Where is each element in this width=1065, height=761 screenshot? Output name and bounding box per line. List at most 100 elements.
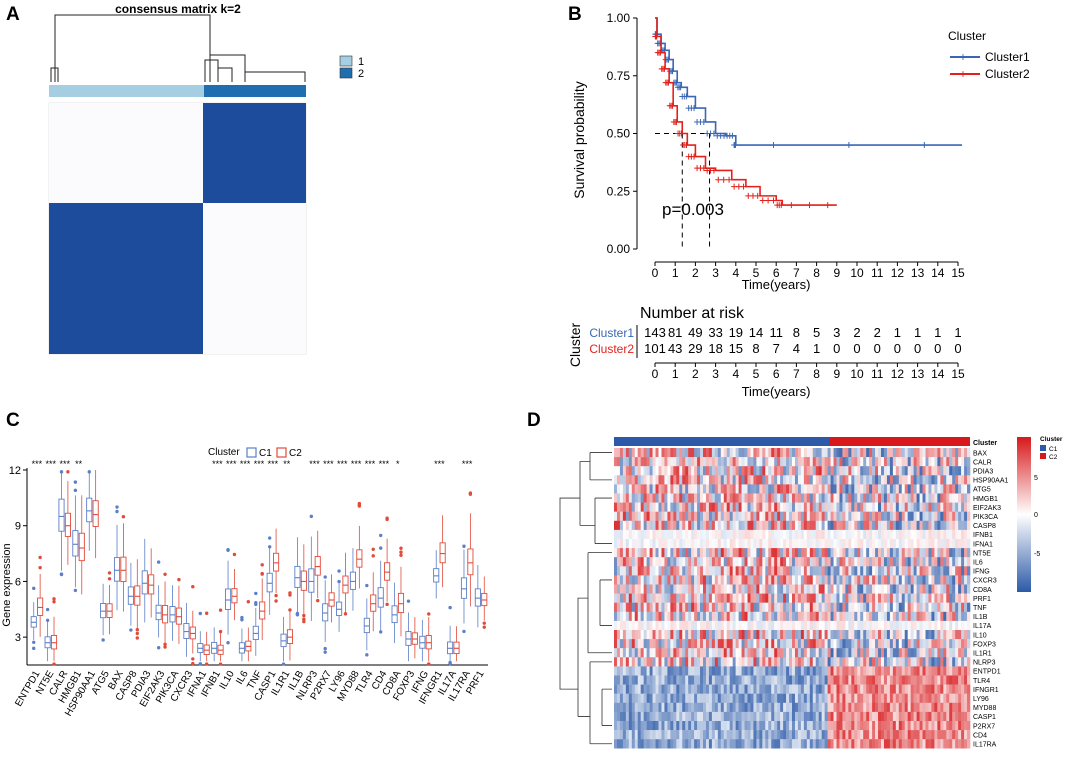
heatmap-cell	[904, 602, 908, 612]
heatmap-cell	[744, 702, 748, 713]
box-c2	[467, 548, 474, 576]
heatmap-cell	[797, 693, 802, 703]
heatmap-cell	[789, 620, 793, 631]
heatmap-cell	[940, 620, 944, 631]
heatmap-cell	[833, 593, 837, 603]
heatmap-cell	[667, 711, 671, 722]
heatmap-cell	[901, 657, 906, 667]
heatmap-cell	[940, 684, 944, 694]
heatmap-cell	[777, 593, 781, 603]
heatmap-cell	[955, 611, 959, 622]
heatmap-cell	[863, 520, 867, 531]
heatmap-cell	[934, 511, 938, 521]
heatmap-cell	[685, 630, 689, 640]
heatmap-cell	[673, 693, 677, 703]
heatmap-cell	[883, 611, 888, 622]
heatmap-cell	[747, 693, 751, 703]
heatmap-cell	[682, 693, 686, 703]
heatmap-cell	[682, 711, 686, 722]
heatmap-cell	[622, 684, 627, 694]
box-outlier-c1	[45, 618, 50, 623]
heatmap-cell	[729, 711, 733, 722]
heatmap-cell	[833, 693, 837, 703]
heatmap-cell	[738, 511, 742, 521]
heatmap-cell	[881, 611, 885, 622]
heatmap-cell	[913, 739, 917, 749]
heatmap-cell	[949, 684, 953, 694]
heatmap-cell	[916, 611, 920, 622]
heatmap-cell	[833, 620, 837, 631]
heatmap-cell	[777, 711, 781, 722]
heatmap-cell	[886, 457, 891, 467]
heatmap-cell	[726, 702, 730, 713]
heatmap-cell	[922, 593, 926, 603]
heatmap-cell	[901, 502, 906, 512]
heatmap-cell	[643, 620, 647, 631]
heatmap-cell	[682, 657, 686, 667]
heatmap-cell	[700, 548, 704, 558]
heatmap-cell	[812, 648, 817, 658]
heatmap-cell	[812, 693, 817, 703]
heatmap-cell	[703, 457, 707, 467]
heatmap-cell	[652, 475, 656, 485]
heatmap-cell	[949, 484, 953, 494]
heatmap-cell	[756, 657, 760, 667]
heatmap-cell	[794, 684, 799, 694]
heatmap-cell	[676, 666, 680, 676]
risk-cell: 43	[668, 341, 682, 356]
box-y-label: Gene expression	[1, 543, 13, 626]
heatmap-cell	[836, 711, 840, 722]
heatmap-cell	[759, 584, 763, 594]
heatmap-cell	[872, 657, 876, 667]
heatmap-cell	[881, 739, 885, 749]
heatmap-cell	[892, 730, 897, 740]
heatmap-cell	[851, 475, 855, 485]
heatmap-cell	[955, 639, 959, 649]
heatmap-cell	[735, 457, 739, 467]
heatmap-cell	[622, 529, 627, 540]
heatmap-cell	[628, 693, 633, 703]
heatmap-cell	[818, 593, 822, 603]
heatmap-cell	[658, 539, 662, 549]
km-curves	[652, 17, 963, 249]
heatmap-cell	[928, 684, 932, 694]
heatmap-cell	[762, 493, 766, 503]
heatmap-cell	[889, 693, 894, 703]
heatmap-cell	[922, 566, 926, 576]
heatmap-cell	[851, 666, 855, 676]
heatmap-cell	[794, 675, 799, 685]
heatmap-cell	[664, 511, 668, 521]
heatmap-cell	[806, 602, 811, 612]
heatmap-cell	[670, 584, 674, 594]
heatmap-cell	[717, 548, 722, 558]
heatmap-cell	[866, 648, 870, 658]
heatmap-cell	[967, 557, 971, 567]
heatmap-cell	[806, 684, 811, 694]
heatmap-cell	[789, 557, 793, 567]
heatmap-cell	[765, 511, 769, 521]
heatmap-cell	[878, 502, 882, 512]
heatmap-cell	[759, 575, 763, 585]
heatmap-cell	[836, 693, 840, 703]
heatmap-cell	[744, 675, 748, 685]
heatmap-cell	[783, 457, 787, 467]
heatmap-cell	[705, 457, 710, 467]
heatmap-cell	[809, 493, 814, 503]
heatmap-cell	[747, 584, 751, 594]
heatmap-cell	[676, 730, 680, 740]
heatmap-cell	[688, 484, 692, 494]
heatmap-cell	[747, 620, 751, 631]
heatmap-cell	[676, 593, 680, 603]
heatmap-cell	[925, 484, 929, 494]
heatmap-cell	[676, 484, 680, 494]
heatmap-cell	[759, 693, 763, 703]
heatmap-cell	[949, 721, 953, 731]
heatmap-cell	[883, 457, 888, 467]
heatmap-cell	[958, 548, 962, 558]
heatmap-cell	[931, 739, 935, 749]
heatmap-cell	[824, 639, 828, 649]
heatmap-cell	[809, 520, 814, 531]
heatmap-cell	[845, 529, 849, 540]
heatmap-cell	[744, 466, 748, 476]
risk-cell: 0	[914, 341, 921, 356]
